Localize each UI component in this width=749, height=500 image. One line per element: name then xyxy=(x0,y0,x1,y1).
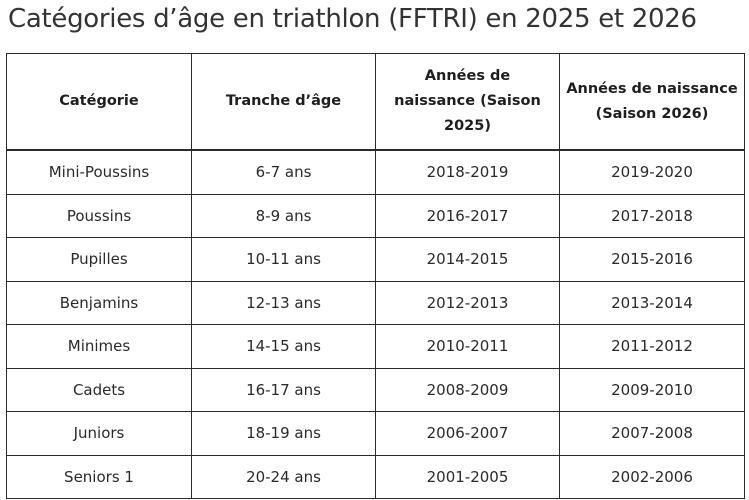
cell-age-range: 18-19 ans xyxy=(191,411,376,456)
table-row: Cadets 16-17 ans 2008-2009 2009-2010 xyxy=(6,367,745,412)
cell-category: Pupilles xyxy=(6,237,192,282)
cell-birth-years-2025: 2018-2019 xyxy=(375,149,560,195)
cell-birth-years-2025: 2010-2011 xyxy=(375,324,560,369)
table-row: Seniors 1 20-24 ans 2001-2005 2002-2006 xyxy=(6,454,745,499)
header-category: Catégorie xyxy=(6,53,192,151)
cell-birth-years-2025: 2006-2007 xyxy=(375,411,560,456)
header-birth-years-2025: Années de naissance (Saison 2025) xyxy=(375,53,560,151)
cell-category: Minimes xyxy=(6,324,192,369)
header-birth-years-2026: Années de naissance (Saison 2026) xyxy=(559,53,745,151)
cell-category: Benjamins xyxy=(6,280,192,325)
cell-category: Seniors 1 xyxy=(6,454,192,499)
cell-category: Cadets xyxy=(6,367,192,412)
header-row: Catégorie Tranche d’âge Années de naissa… xyxy=(6,53,745,151)
table-row: Juniors 18-19 ans 2006-2007 2007-2008 xyxy=(6,411,745,456)
cell-age-range: 12-13 ans xyxy=(191,280,376,325)
cell-birth-years-2025: 2008-2009 xyxy=(375,367,560,412)
cell-age-range: 16-17 ans xyxy=(191,367,376,412)
table-row: Poussins 8-9 ans 2016-2017 2017-2018 xyxy=(6,193,745,238)
table-header: Catégorie Tranche d’âge Années de naissa… xyxy=(6,53,745,151)
cell-birth-years-2026: 2002-2006 xyxy=(559,454,745,499)
table-row: Minimes 14-15 ans 2010-2011 2011-2012 xyxy=(6,324,745,369)
cell-birth-years-2026: 2017-2018 xyxy=(559,193,745,238)
cell-age-range: 14-15 ans xyxy=(191,324,376,369)
age-category-table: Catégorie Tranche d’âge Années de naissa… xyxy=(6,53,745,499)
table-row: Pupilles 10-11 ans 2014-2015 2015-2016 xyxy=(6,237,745,282)
cell-category: Mini-Poussins xyxy=(6,149,192,195)
cell-birth-years-2026: 2015-2016 xyxy=(559,237,745,282)
table-row: Benjamins 12-13 ans 2012-2013 2013-2014 xyxy=(6,280,745,325)
cell-birth-years-2026: 2019-2020 xyxy=(559,149,745,195)
cell-age-range: 20-24 ans xyxy=(191,454,376,499)
cell-category: Poussins xyxy=(6,193,192,238)
cell-birth-years-2026: 2007-2008 xyxy=(559,411,745,456)
cell-age-range: 6-7 ans xyxy=(191,149,376,195)
cell-birth-years-2025: 2014-2015 xyxy=(375,237,560,282)
cell-birth-years-2025: 2012-2013 xyxy=(375,280,560,325)
age-category-table-container: Catégorie Tranche d’âge Années de naissa… xyxy=(6,53,745,499)
cell-category: Juniors xyxy=(6,411,192,456)
table-body: Mini-Poussins 6-7 ans 2018-2019 2019-202… xyxy=(6,149,745,499)
table-row: Mini-Poussins 6-7 ans 2018-2019 2019-202… xyxy=(6,149,745,195)
cell-birth-years-2026: 2013-2014 xyxy=(559,280,745,325)
header-age-range: Tranche d’âge xyxy=(191,53,376,151)
cell-birth-years-2025: 2016-2017 xyxy=(375,193,560,238)
cell-age-range: 10-11 ans xyxy=(191,237,376,282)
cell-age-range: 8-9 ans xyxy=(191,193,376,238)
cell-birth-years-2025: 2001-2005 xyxy=(375,454,560,499)
cell-birth-years-2026: 2011-2012 xyxy=(559,324,745,369)
cell-birth-years-2026: 2009-2010 xyxy=(559,367,745,412)
page-title: Catégories d’âge en triathlon (FFTRI) en… xyxy=(8,4,697,34)
